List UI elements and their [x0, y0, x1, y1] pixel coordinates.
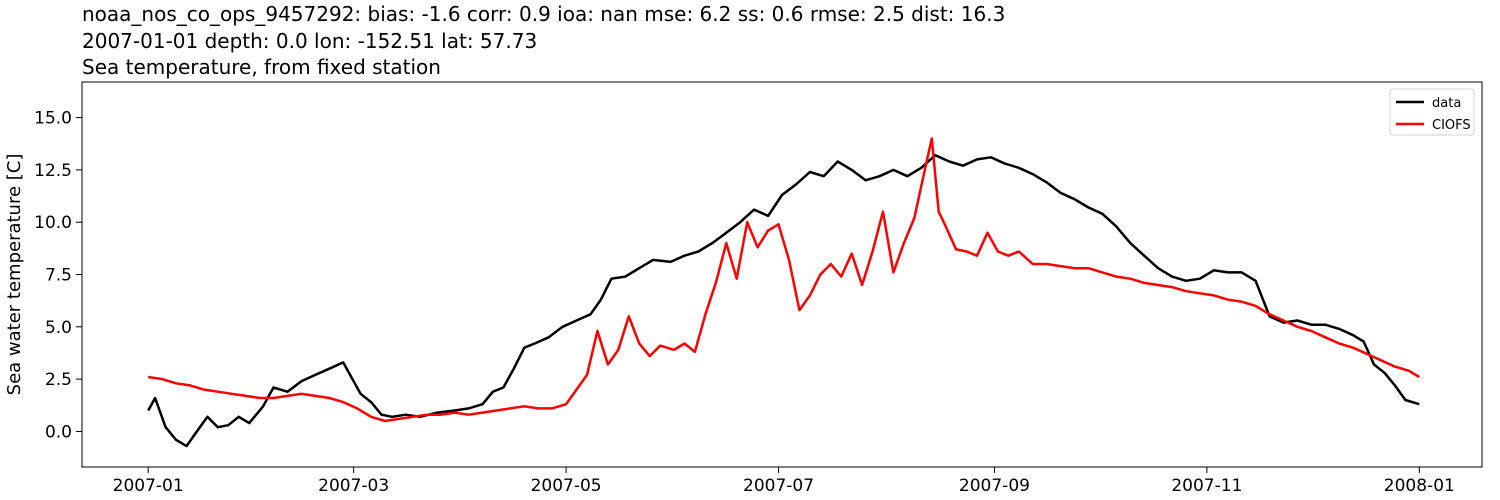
y-tick-label: 10.0	[34, 213, 72, 233]
series-line-ciofs	[148, 137, 1420, 423]
y-axis: 0.0 2.5 5.0 7.5 10.0 12.5 15.0	[34, 109, 82, 442]
x-tick-label: 2007-09	[959, 476, 1030, 496]
x-axis: 2007-01 2007-03 2007-05 2007-07 2007-09 2007-…	[113, 467, 1455, 496]
legend-label: CIOFS	[1432, 118, 1471, 133]
x-tick-label: 2007-01	[113, 476, 184, 496]
y-tick-label: 15.0	[34, 109, 72, 129]
chart-title-line-2: 2007-01-01 depth: 0.0 lon: -152.51 lat: …	[82, 29, 538, 53]
x-tick-label: 2007-05	[531, 476, 602, 496]
legend: data CIOFS	[1389, 88, 1475, 136]
chart-title-line-3: Sea temperature, from fixed station	[82, 55, 441, 79]
series-line-data	[147, 153, 1420, 448]
y-tick-label: 5.0	[45, 318, 72, 338]
x-tick-label: 2007-03	[318, 476, 389, 496]
y-tick-label: 0.0	[45, 422, 72, 442]
x-tick-label: 2007-07	[743, 476, 814, 496]
x-tick-label: 2008-01	[1384, 476, 1455, 496]
y-tick-label: 12.5	[34, 161, 72, 181]
legend-label: data	[1432, 96, 1461, 111]
y-tick-label: 2.5	[45, 370, 72, 390]
series-layer	[147, 137, 1420, 448]
y-axis-label: Sea water temperature [C]	[4, 154, 25, 396]
x-tick-label: 2007-11	[1171, 476, 1242, 496]
y-tick-label: 7.5	[45, 266, 72, 286]
chart-title-line-1: noaa_nos_co_ops_9457292: bias: -1.6 corr…	[82, 2, 1006, 26]
plot-frame	[81, 81, 1483, 468]
